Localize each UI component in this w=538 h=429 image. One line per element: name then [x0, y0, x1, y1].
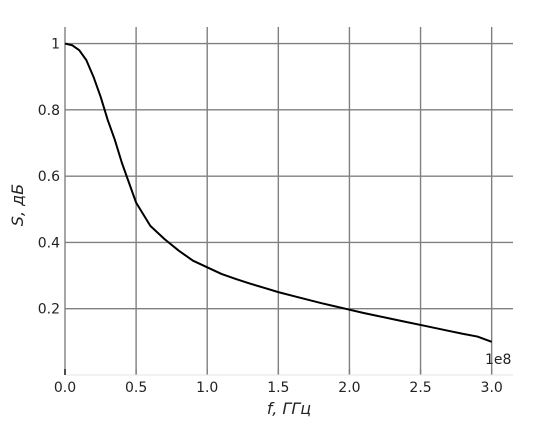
y-axis-label: S, дБ: [8, 184, 27, 226]
y-tick-label: 0.4: [38, 235, 60, 251]
x-axis-label: f, ГГц: [267, 399, 311, 418]
x-tick-label: 3.0: [481, 380, 503, 396]
y-tick-label: 0.6: [38, 169, 60, 185]
axes: [64, 27, 513, 376]
x-tick-label: 0.5: [125, 380, 147, 396]
series-line: [64, 42, 493, 343]
y-tick-label: 0.8: [38, 103, 60, 119]
y-tick-label: 0.2: [38, 302, 60, 318]
x-tick-label: 2.0: [338, 380, 360, 396]
tick-labels: 0.0 0.5 1.0 1.5 2.0 2.5 3.0 0.2 0.4 0.6 0.8 1: [38, 37, 503, 396]
grid: [65, 27, 513, 375]
y-tick-label: 1: [51, 37, 60, 53]
x-tick-label: 1.5: [267, 380, 289, 396]
x-tick-label: 1.0: [196, 380, 218, 396]
series: [64, 42, 493, 343]
x-tick-label: 2.5: [409, 380, 431, 396]
x-offset-label: 1e8: [485, 352, 511, 368]
x-tick-label: 0.0: [54, 380, 76, 396]
